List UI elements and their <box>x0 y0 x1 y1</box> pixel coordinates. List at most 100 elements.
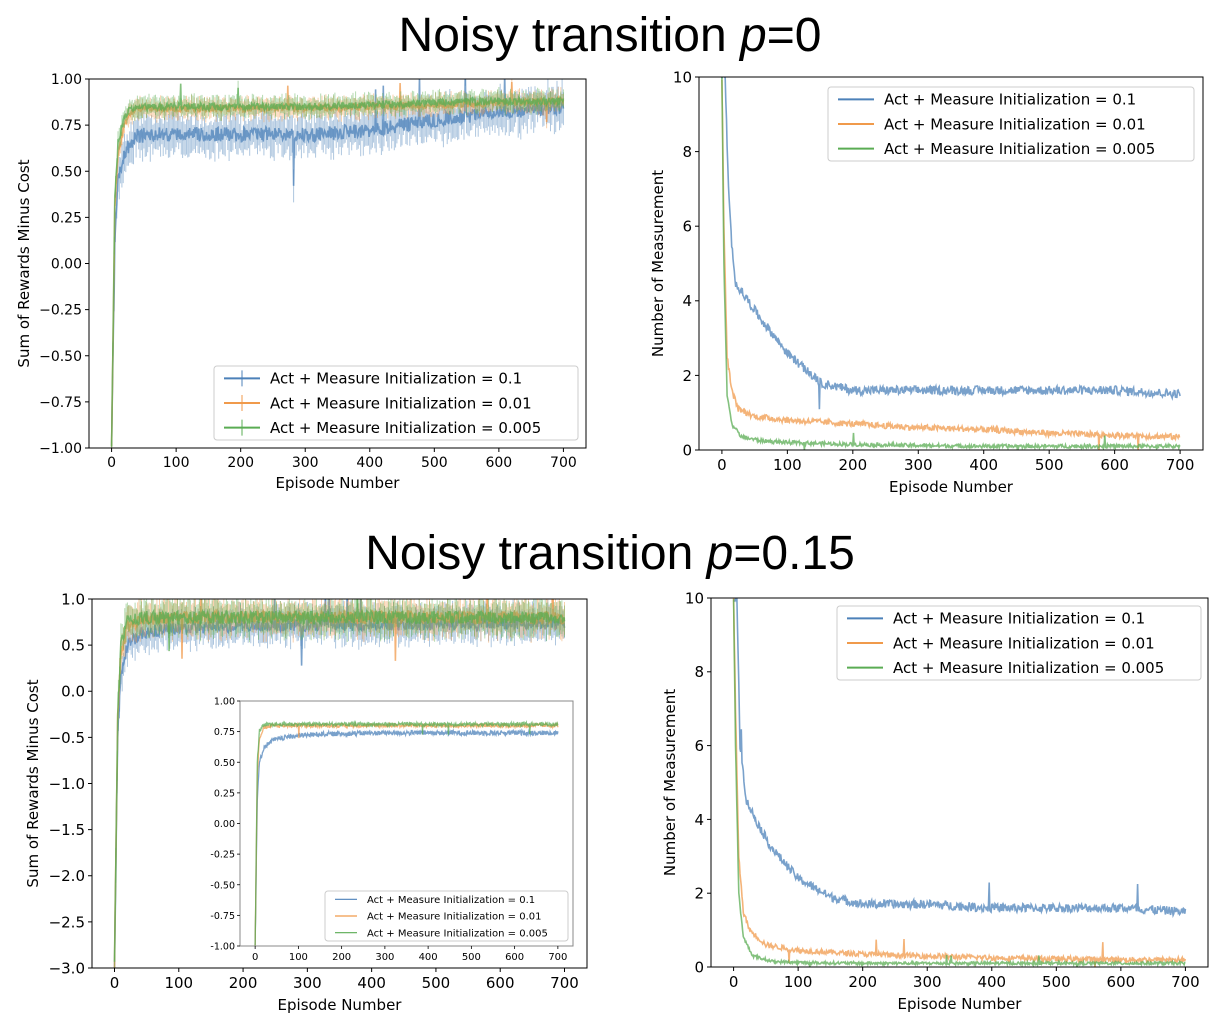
chart-bottom-right-ytick-label-4: 8 <box>694 663 704 681</box>
chart-top-right-xlabel: Episode Number <box>889 478 1014 496</box>
chart-top-right-series-2-line <box>721 77 1181 450</box>
chart-top-right-ylabel: Number of Measurement <box>649 170 667 357</box>
chart-bottom-left-xtick-label-7: 700 <box>550 974 579 992</box>
chart-top-left-xtick-label-6: 600 <box>485 455 512 471</box>
chart-bottom-left-ytick-label-8: −3.0 <box>49 959 85 977</box>
chart-top-right-legend-frame <box>827 86 1195 162</box>
chart-bottom-left-inset-ytick-label-0: 1.00 <box>214 697 235 708</box>
chart-bottom-right-ylabel: Number of Measurement <box>661 689 679 876</box>
chart-bottom-left-ytick-label-1: 0.5 <box>61 637 85 655</box>
chart-top-right: 0 100 200 300 400 500 600 700 0 2 4 6 8 10 Episode Num… <box>649 68 1204 496</box>
chart-top-right-xtick-label-2: 200 <box>838 456 867 474</box>
chart-bottom-left-plot-area <box>113 599 566 968</box>
chart-bottom-right-xtick-label-1: 100 <box>784 973 813 991</box>
chart-bottom-right-legend-frame <box>836 605 1202 681</box>
chart-bottom-right-xtick-label-4: 400 <box>977 973 1006 991</box>
chart-bottom-left-series-2-line <box>113 599 566 962</box>
chart-bottom-left: 0 100 200 300 400 500 600 700 1.0 0.5 0.0 −0.5 −1.0 −… <box>24 590 588 1014</box>
chart-top-left-xtick-label-0: 0 <box>107 455 116 471</box>
chart-top-left-xlabel: Episode Number <box>276 474 401 492</box>
chart-top-left-ytick-label-6: −0.50 <box>39 349 82 365</box>
chart-top-left-legend-frame <box>213 365 579 441</box>
chart-bottom-left-ylabel: Sum of Rewards Minus Cost <box>24 679 42 887</box>
chart-top-left-ytick-label-4: 0.00 <box>51 257 82 273</box>
chart-top-right-xtick-label-6: 600 <box>1100 456 1129 474</box>
chart-bottom-left-inset-xtick-label-7: 700 <box>548 952 567 963</box>
chart-top-right-ytick-label-0: 0 <box>682 441 692 459</box>
chart-bottom-left-inset-ytick-label-7: -0.75 <box>210 911 235 922</box>
chart-top-right-xtick-label-5: 500 <box>1035 456 1064 474</box>
chart-top-left-xtick-label-4: 400 <box>356 455 383 471</box>
chart-top-left-xtick-label-2: 200 <box>227 455 254 471</box>
chart-top-right-ytick-label-3: 6 <box>682 218 692 236</box>
chart-top-right-frame <box>698 76 1204 451</box>
title-bottom-prefix: Noisy transition <box>365 527 707 580</box>
chart-top-left-ytick-label-5: −0.25 <box>39 303 82 319</box>
chart-top-right-xtick-label-3: 300 <box>904 456 933 474</box>
chart-top-right-plot-area <box>721 77 1181 450</box>
chart-bottom-left-inset: 0 100 200 300 400 500 600 700 1.00 0.75 0.50 0.25 0.… <box>210 697 574 963</box>
chart-bottom-right-xtick-label-6: 600 <box>1107 973 1136 991</box>
chart-bottom-left-inset-legend-frame <box>324 890 569 942</box>
chart-bottom-left-inset-xtick-label-4: 400 <box>419 952 438 963</box>
chart-top-right-ytick-label-1: 2 <box>682 367 692 385</box>
chart-bottom-left-series-0-line <box>113 599 566 968</box>
chart-bottom-left-inset-ytick-label-6: -0.50 <box>210 880 235 891</box>
chart-top-left-series-2-line <box>110 83 565 447</box>
figure-title-top: Noisy transition p=0 <box>0 8 1220 64</box>
chart-bottom-right-xlabel: Episode Number <box>898 995 1023 1013</box>
chart-bottom-right: 0 100 200 300 400 500 600 700 0 2 4 6 8 10 Episode Num… <box>661 589 1209 1013</box>
chart-top-left-xtick-label-1: 100 <box>163 455 190 471</box>
title-bottom-suffix: =0.15 <box>733 527 855 580</box>
chart-bottom-left-ytick-label-5: −1.5 <box>49 821 85 839</box>
chart-bottom-left-xtick-label-2: 200 <box>229 974 258 992</box>
chart-bottom-right-xtick-label-7: 700 <box>1171 973 1200 991</box>
chart-bottom-left-inset-legend-label-1: Act + Measure Initialization = 0.01 <box>367 912 541 923</box>
chart-top-right-legend-label-2: Act + Measure Initialization = 0.005 <box>884 140 1155 158</box>
chart-top-right-series-1-line <box>721 79 1181 450</box>
chart-top-left-legend-label-1: Act + Measure Initialization = 0.01 <box>270 394 532 412</box>
chart-bottom-left-inset-ytick-label-8: -1.00 <box>210 942 235 953</box>
chart-top-right-ytick-label-4: 8 <box>682 143 692 161</box>
chart-bottom-left-xtick-label-0: 0 <box>110 974 120 992</box>
chart-bottom-left-inset-xtick-label-1: 100 <box>289 952 308 963</box>
chart-bottom-right-series-2-line <box>732 599 1186 967</box>
chart-top-left-ytick-label-7: −0.75 <box>39 395 82 411</box>
title-bottom-var: p <box>706 527 734 580</box>
chart-bottom-left-xtick-label-6: 600 <box>486 974 515 992</box>
chart-bottom-left-inset-xtick-label-5: 500 <box>462 952 481 963</box>
chart-top-right-xtick-label-1: 100 <box>773 456 802 474</box>
chart-bottom-right-xtick-label-3: 300 <box>913 973 942 991</box>
chart-bottom-left-inset-ytick-label-5: -0.25 <box>210 850 235 861</box>
chart-top-left-xtick-label-3: 300 <box>292 455 319 471</box>
chart-bottom-left-xtick-label-5: 500 <box>422 974 451 992</box>
chart-top-left-ytick-label-2: 0.50 <box>51 164 82 180</box>
chart-top-left-ylabel: Sum of Rewards Minus Cost <box>15 159 33 367</box>
chart-bottom-left-ytick-label-3: −0.5 <box>49 729 85 747</box>
chart-bottom-right-xtick-label-0: 0 <box>729 973 739 991</box>
chart-bottom-right-ytick-label-1: 2 <box>694 885 704 903</box>
title-top-suffix: =0 <box>766 9 822 62</box>
chart-bottom-left-ytick-label-4: −1.0 <box>49 775 85 793</box>
chart-bottom-left-xtick-label-4: 400 <box>357 974 386 992</box>
chart-top-left-ytick-label-1: 0.75 <box>51 118 82 134</box>
chart-bottom-left-inset-series-0-line <box>254 728 559 946</box>
chart-top-left-xtick-label-7: 700 <box>550 455 577 471</box>
chart-top-right-series-0-line <box>721 77 1181 410</box>
chart-bottom-right-ytick-label-3: 6 <box>694 737 704 755</box>
title-top-var: p <box>740 9 767 62</box>
chart-top-right-legend-label-0: Act + Measure Initialization = 0.1 <box>884 91 1136 109</box>
chart-top-left-plot-area <box>110 79 565 448</box>
chart-top-left-legend-label-0: Act + Measure Initialization = 0.1 <box>270 370 522 388</box>
chart-bottom-left-inset-xtick-label-6: 600 <box>505 952 524 963</box>
chart-bottom-left-inset-series-2-line <box>254 719 559 946</box>
chart-bottom-left-ytick-label-6: −2.0 <box>49 867 85 885</box>
chart-top-right-ytick-label-5: 10 <box>673 68 692 86</box>
chart-bottom-right-ytick-label-5: 10 <box>685 589 704 607</box>
chart-top-right-ytick-label-2: 4 <box>682 292 692 310</box>
chart-bottom-left-inset-xtick-label-0: 0 <box>252 952 258 963</box>
chart-bottom-left-ytick-label-2: 0.0 <box>61 683 85 701</box>
chart-top-right-legend-label-1: Act + Measure Initialization = 0.01 <box>884 115 1146 133</box>
chart-bottom-left-inset-ytick-label-1: 0.75 <box>214 727 235 738</box>
chart-bottom-right-ytick-label-0: 0 <box>694 958 704 976</box>
